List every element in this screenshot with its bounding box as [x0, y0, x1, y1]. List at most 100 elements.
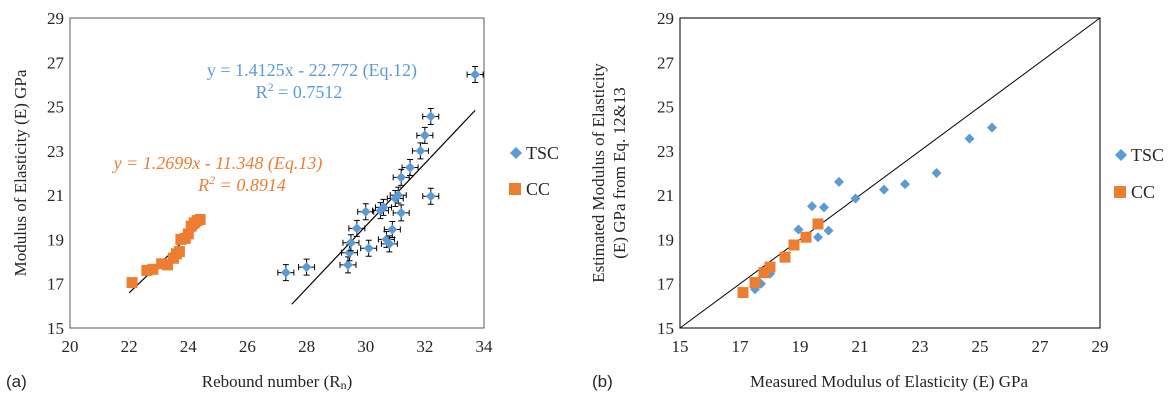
r2-cc: R2 = 0.8914 [197, 173, 286, 195]
y-tick-label: 23 [47, 142, 64, 161]
data-point-tsc [396, 172, 407, 183]
data-point-cc [737, 287, 749, 299]
y-tick-label: 29 [657, 9, 674, 28]
y-tick-labels-b: 15 17 19 21 23 25 27 29 [657, 9, 675, 338]
legend-cc-marker-b [1114, 186, 1126, 198]
data-point-tsc [834, 176, 844, 187]
x-tick-label: 17 [732, 337, 750, 356]
data-point-tsc [931, 168, 942, 178]
x-tick-label: 15 [672, 337, 689, 356]
equation-cc: y = 1.2699x - 11.348 (Eq.13) [112, 153, 323, 174]
data-point-tsc [351, 223, 362, 234]
y-tick-label: 25 [47, 98, 64, 117]
data-point-cc [147, 263, 159, 275]
x-axis-label-a: Rebound number (Rn) [202, 372, 353, 392]
trendlines-a [128, 109, 476, 305]
y-tick-labels-a: 15 17 19 21 23 25 27 29 [47, 9, 65, 338]
y-tick-label: 29 [47, 9, 64, 28]
y-axis-label-b-line1: Estimated Modulus of Elasticity [589, 63, 608, 283]
data-point-tsc [813, 232, 823, 243]
data-point-tsc [396, 207, 407, 218]
panel-a: 15 17 19 21 23 25 27 29 20 22 24 26 28 30 32 34 y = 1.… [6, 9, 559, 392]
points-b [737, 122, 997, 299]
data-point-cc [764, 261, 776, 273]
y-tick-label: 25 [657, 98, 674, 117]
legend-cc-label-b: CC [1131, 182, 1155, 202]
data-point-tsc [850, 193, 861, 204]
y-tick-label: 15 [47, 319, 64, 338]
data-point-cc [800, 231, 812, 243]
x-tick-label: 26 [239, 337, 256, 356]
data-point-tsc [387, 224, 398, 235]
x-tick-label: 27 [1032, 337, 1050, 356]
data-point-cc [749, 277, 761, 289]
x-tick-labels-b: 15 17 19 21 23 25 27 29 [672, 337, 1109, 356]
legend-a: TSC CC [509, 143, 559, 199]
y-tick-label: 21 [657, 186, 674, 205]
data-point-tsc [301, 262, 312, 273]
data-point-tsc [415, 145, 426, 156]
y-tick-label: 15 [657, 319, 674, 338]
y-tick-label: 19 [47, 230, 64, 249]
y-tick-label: 21 [47, 186, 64, 205]
legend-cc-marker-a [509, 183, 521, 195]
legend-tsc-marker-a [510, 147, 522, 159]
data-point-tsc [987, 122, 997, 133]
data-point-cc [779, 251, 791, 263]
x-axis-label-b: Measured Modulus of Elasticity (E) GPa [750, 372, 1029, 391]
x-tick-label: 34 [476, 337, 494, 356]
x-tick-label: 20 [62, 337, 79, 356]
y-tick-label: 27 [657, 53, 675, 72]
plot-area-a [69, 17, 485, 329]
data-point-tsc [378, 202, 389, 213]
data-point-cc [173, 246, 185, 258]
legend-b: TSC CC [1114, 145, 1164, 202]
x-tick-label: 21 [852, 337, 869, 356]
panel-b: 15 17 19 21 23 25 27 29 15 17 19 21 23 25 27 29 Measur… [589, 9, 1164, 391]
r2-tsc: R2 = 0.7512 [256, 80, 343, 102]
plot-area-b [679, 17, 1101, 329]
reference-line-y-equals-x [679, 17, 1101, 329]
y-tick-label: 27 [47, 53, 65, 72]
panel-label-b: (b) [592, 372, 613, 391]
equation-tsc: y = 1.4125x - 22.772 (Eq.12) [207, 60, 417, 81]
y-tick-label: 17 [47, 275, 65, 294]
data-point-cc [162, 259, 174, 271]
x-tick-label: 24 [180, 337, 198, 356]
x-tick-label: 32 [416, 337, 433, 356]
data-point-tsc [807, 201, 817, 212]
y-tick-label: 17 [657, 275, 675, 294]
y-axis-label-a: Modulus of Elasticity (E) GPa [11, 69, 30, 276]
data-point-tsc [879, 184, 889, 195]
panel-label-a: (a) [6, 372, 27, 391]
x-tick-label: 30 [357, 337, 374, 356]
x-tick-labels-a: 20 22 24 26 28 30 32 34 [62, 337, 494, 356]
data-point-tsc [823, 225, 834, 236]
data-point-tsc [964, 133, 975, 144]
x-tick-label: 19 [792, 337, 809, 356]
data-point-cc [126, 277, 138, 289]
data-point-cc [788, 239, 800, 251]
data-point-tsc [470, 69, 481, 80]
y-axis-label-b-line2: (E) GPa from Eq. 12&13 [610, 87, 629, 258]
data-point-tsc [360, 206, 371, 217]
legend-tsc-label-a: TSC [526, 143, 559, 163]
y-tick-label: 19 [657, 230, 674, 249]
data-point-tsc [363, 243, 374, 254]
data-point-tsc [819, 202, 829, 213]
data-point-cc [182, 228, 194, 240]
data-point-tsc [345, 237, 356, 248]
data-point-cc [758, 267, 770, 279]
data-point-tsc [393, 190, 404, 201]
legend-tsc-marker-b [1115, 149, 1127, 161]
data-point-tsc [425, 191, 436, 202]
x-tick-label: 22 [121, 337, 138, 356]
data-point-cc [141, 264, 153, 276]
data-point-tsc [280, 267, 291, 278]
points-a [126, 65, 484, 289]
data-point-tsc [425, 111, 436, 122]
data-point-tsc [384, 238, 395, 249]
x-tick-label: 25 [972, 337, 989, 356]
data-point-tsc [405, 162, 416, 173]
